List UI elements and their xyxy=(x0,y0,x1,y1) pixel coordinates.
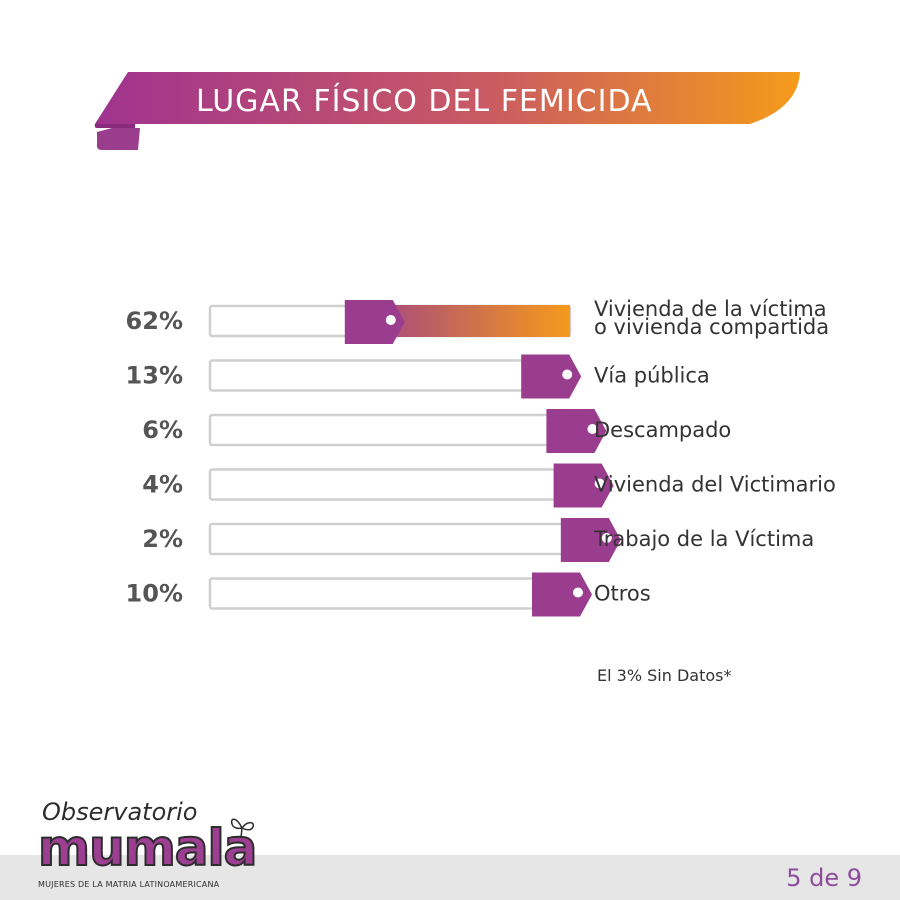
tag-icon xyxy=(344,300,405,344)
category-label: Otros xyxy=(594,582,651,606)
tag-icon xyxy=(560,518,621,562)
bar-track xyxy=(208,522,572,556)
butterfly-icon xyxy=(230,818,255,839)
logo-mumala-text: mumala xyxy=(37,819,258,877)
bar-track xyxy=(208,413,572,447)
tag-hole xyxy=(587,424,598,434)
category-label: Vía pública xyxy=(594,364,710,388)
tag-hole xyxy=(601,533,612,543)
category-label: Vivienda del Victimario xyxy=(594,473,836,497)
chart-title: LUGAR FÍSICO DEL FEMICIDA xyxy=(196,84,653,119)
logo-observatorio-text: Observatorio xyxy=(42,798,198,826)
category-label: Vivienda de la víctima xyxy=(594,297,827,321)
value-label: 10% xyxy=(126,580,183,608)
mumala-logo: Observatorio mumala MUJERES DE LA MATRIA… xyxy=(37,798,268,898)
bar-track xyxy=(208,577,572,610)
category-label: Descampado xyxy=(594,418,731,442)
value-label: 2% xyxy=(142,525,183,553)
page-number: 5 de 9 xyxy=(786,864,862,892)
tag-hole xyxy=(594,478,605,489)
category-label: o vivienda compartida xyxy=(594,315,829,339)
tag-icon xyxy=(521,354,582,399)
logo-tagline: MUJERES DE LA MATRIA LATINOAMERICANA xyxy=(38,880,220,889)
title-banner xyxy=(94,72,801,150)
tag-icon xyxy=(532,572,592,617)
footer-bar xyxy=(0,855,900,900)
value-label: 4% xyxy=(142,471,183,499)
no-data-note: El 3% Sin Datos* xyxy=(597,666,732,685)
category-label: Trabajo de la Víctima xyxy=(593,527,814,551)
tag-icon xyxy=(546,409,607,453)
tag-icon xyxy=(553,463,614,508)
value-label: 13% xyxy=(126,362,183,390)
tag-hole xyxy=(385,315,396,325)
value-label: 62% xyxy=(126,307,183,335)
bar-track xyxy=(208,468,572,501)
tag-hole xyxy=(562,369,573,380)
tag-hole xyxy=(573,587,583,598)
value-label: 6% xyxy=(142,416,183,444)
bar-track xyxy=(208,359,572,392)
